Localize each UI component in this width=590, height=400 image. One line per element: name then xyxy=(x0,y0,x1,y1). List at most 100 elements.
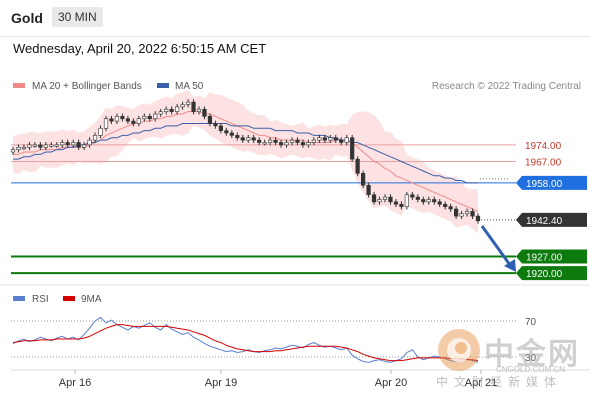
candle-body xyxy=(71,142,76,146)
last-price-label: 1942.40 xyxy=(526,216,563,227)
candle-body xyxy=(103,118,109,129)
candle-body xyxy=(415,196,420,200)
candle-body xyxy=(426,199,431,203)
candle-body xyxy=(432,199,437,203)
rsi-level-label-30: 30 xyxy=(525,353,537,364)
candle-body xyxy=(147,116,152,120)
candle-body xyxy=(131,120,136,124)
candle-body xyxy=(76,142,81,148)
level-tag-1958.00 xyxy=(516,175,587,190)
candle-body xyxy=(421,199,426,203)
candle-body xyxy=(21,146,27,150)
rsi-panel: 70 30 xyxy=(11,316,537,364)
timeframe-button[interactable]: 30 MIN xyxy=(52,7,103,27)
rsi-ma9-line xyxy=(12,324,479,362)
candle-body xyxy=(251,137,256,141)
forecast-arrow-head xyxy=(504,259,516,272)
last-price-tag xyxy=(516,212,587,227)
level-label-1958.00: 1958.00 xyxy=(526,179,563,190)
candle-body xyxy=(142,116,147,120)
candle-body xyxy=(399,203,404,207)
watermark: 中金网 CNGOLD.COM.CN 中文财经新媒体 xyxy=(436,325,586,395)
candle-body xyxy=(235,135,240,139)
candle-body xyxy=(54,144,59,147)
level-lines xyxy=(11,144,516,275)
ma9-legend-label: 9MA xyxy=(81,294,102,305)
candle-body xyxy=(109,118,114,122)
level-tag-1927.00 xyxy=(516,249,587,264)
candle-body xyxy=(218,125,223,131)
candlesticks xyxy=(10,99,481,224)
watermark-logo-icon xyxy=(438,329,480,371)
candle-body xyxy=(92,135,98,141)
candle-body xyxy=(16,146,21,150)
candle-body xyxy=(404,194,409,207)
candle-body xyxy=(388,196,393,203)
candle-body xyxy=(311,139,316,143)
candle-body xyxy=(464,211,470,215)
candle-body xyxy=(213,123,218,127)
candle-body xyxy=(306,142,311,146)
top-bar: Gold 30 MIN xyxy=(0,0,590,37)
level-label-1927.00: 1927.00 xyxy=(526,253,563,264)
chart-datetime: Wednesday, April 20, 2022 6:50:15 AM CET xyxy=(13,41,267,56)
ma20-legend-swatch xyxy=(13,83,25,88)
rsi-legend-swatch xyxy=(13,296,25,301)
candle-body xyxy=(120,116,125,120)
candle-body xyxy=(87,139,92,146)
copyright-label: Research © 2022 Trading Central xyxy=(432,81,581,92)
watermark-name: 中金网 xyxy=(484,337,580,372)
ma50-legend-label: MA 50 xyxy=(175,81,204,92)
ma9-legend-swatch xyxy=(63,296,75,301)
candle-body xyxy=(207,116,213,124)
watermark-url: CNGOLD.COM.CN xyxy=(496,365,565,374)
candle-body xyxy=(273,139,278,143)
rsi-level-label-70: 70 xyxy=(525,317,537,328)
candle-body xyxy=(371,194,377,203)
candle-body xyxy=(355,158,360,174)
candle-body xyxy=(175,106,180,112)
candle-body xyxy=(470,211,475,217)
candle-body xyxy=(246,137,251,141)
candle-body xyxy=(136,118,141,124)
candle-body xyxy=(180,104,185,108)
candle-body xyxy=(224,130,229,134)
level-tag-1920.00 xyxy=(516,266,587,281)
candle-body xyxy=(49,144,54,147)
candle-body xyxy=(10,149,16,153)
candle-body xyxy=(278,142,284,146)
candle-body xyxy=(410,194,415,198)
candle-body xyxy=(27,144,32,148)
candle-body xyxy=(382,196,388,200)
candle-body xyxy=(60,142,65,146)
candle-body xyxy=(153,113,158,120)
candle-body xyxy=(322,137,327,141)
level-label-1920.00: 1920.00 xyxy=(526,269,563,280)
rsi-line xyxy=(12,316,479,363)
candle-body xyxy=(448,206,453,210)
candle-body xyxy=(185,101,191,105)
x-tick-label: Apr 20 xyxy=(375,377,407,389)
level-labels: 1974.00 1967.00 1958.00 1927.00 1920.00 1942.… xyxy=(516,141,587,281)
candle-body xyxy=(437,201,442,205)
candle-body xyxy=(344,137,349,143)
candle-body xyxy=(229,132,234,136)
ma20-legend-label: MA 20 + Bollinger Bands xyxy=(32,81,142,92)
candle-body xyxy=(196,108,202,112)
candle-body xyxy=(284,142,289,146)
candle-body xyxy=(158,111,163,115)
candle-body xyxy=(350,137,355,160)
symbol-title: Gold xyxy=(11,10,43,26)
candle-body xyxy=(240,137,245,141)
candle-body xyxy=(38,144,43,148)
candle-body xyxy=(328,137,333,141)
watermark-subtitle: 中文财经新媒体 xyxy=(436,375,563,389)
candle-body xyxy=(366,184,371,196)
candle-body xyxy=(377,199,382,203)
x-tick-label: Apr 19 xyxy=(205,377,237,389)
candle-body xyxy=(454,208,459,217)
candle-body xyxy=(202,108,207,117)
candle-body xyxy=(257,139,262,143)
candle-body xyxy=(295,139,300,143)
